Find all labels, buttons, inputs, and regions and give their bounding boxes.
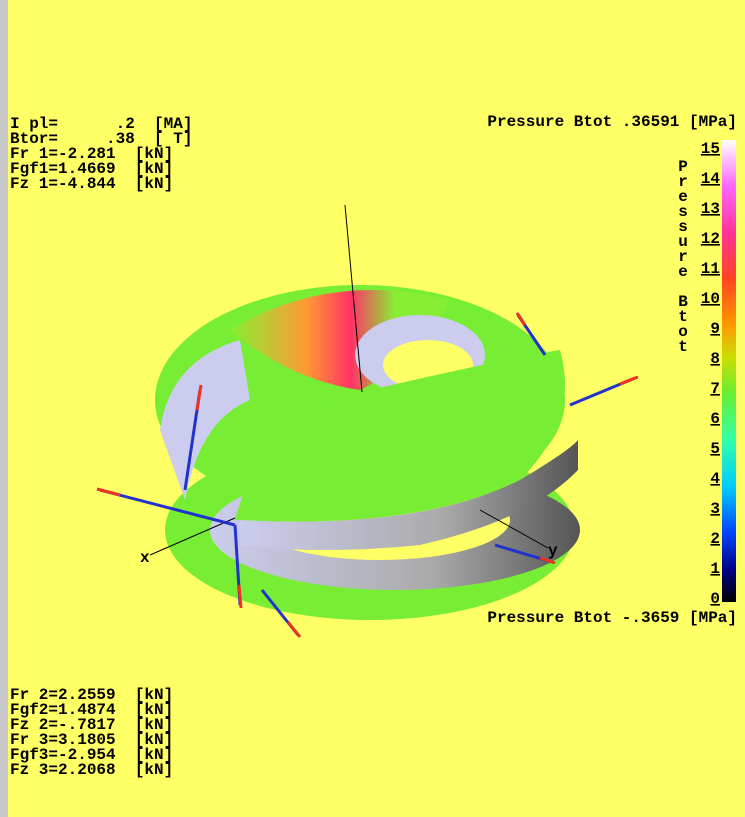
readout-line: Fz 1=-4.844 [kN]	[10, 175, 173, 193]
top-left-readout: I pl= .2 [MA]Btor= .38 [ T]Fr 1=-2.281 […	[10, 115, 192, 193]
colorbar-tick-label: 2	[710, 530, 720, 548]
colorbar-tick-label: 15	[701, 140, 720, 158]
colorbar-tick-label: 9	[710, 320, 720, 338]
colorbar-tick-label: 3	[710, 500, 720, 518]
colorbar-tick-label: 8	[710, 350, 720, 368]
readout-line: Fgf1=1.4669 [kN]	[10, 160, 173, 178]
colorbar-tick-label: 0	[710, 590, 720, 608]
readout-line: Btor= .38 [ T]	[10, 130, 192, 148]
colorbar-tick-label: 11	[701, 260, 720, 278]
side-strip	[0, 0, 8, 817]
readout-line: Fz 3=2.2068 [kN]	[10, 761, 173, 779]
readout-line: Fgf3=-2.954 [kN]	[10, 746, 173, 764]
readout-line: Fr 2=2.2559 [kN]	[10, 686, 173, 704]
axis-label: y	[548, 542, 558, 560]
axis-label: x	[140, 549, 150, 567]
colorbar-tick-label: 12	[701, 230, 720, 248]
bottom-left-readout: Fr 2=2.2559 [kN]Fgf2=1.4874 [kN]Fz 2=-.7…	[10, 686, 173, 779]
readout-line: Fr 1=-2.281 [kN]	[10, 145, 173, 163]
colorbar-tick-label: 7	[710, 380, 720, 398]
colorbar-tick-label: 5	[710, 440, 720, 458]
colorbar-title: Pressure Btot	[674, 158, 692, 353]
colorbar-tick-label: 13	[701, 200, 720, 218]
colorbar-tick-label: 14	[701, 170, 721, 188]
colorbar-tick-label: 4	[710, 470, 720, 488]
torus	[155, 285, 580, 620]
colorbar-min-label: Pressure Btot -.3659 [MPa]	[487, 609, 737, 627]
colorbar-tick-label: 6	[710, 410, 720, 428]
readout-line: Fr 3=3.1805 [kN]	[10, 731, 173, 749]
readout-line: Fz 2=-.7817 [kN]	[10, 716, 173, 734]
colorbar-tick-label: 1	[710, 560, 720, 578]
colorbar-max-label: Pressure Btot .36591 [MPa]	[487, 113, 737, 131]
colorbar-tick-label: 10	[701, 290, 720, 308]
colorbar	[722, 140, 736, 602]
readout-line: Fgf2=1.4874 [kN]	[10, 701, 173, 719]
vectors	[96, 204, 639, 638]
readout-line: I pl= .2 [MA]	[10, 115, 192, 133]
